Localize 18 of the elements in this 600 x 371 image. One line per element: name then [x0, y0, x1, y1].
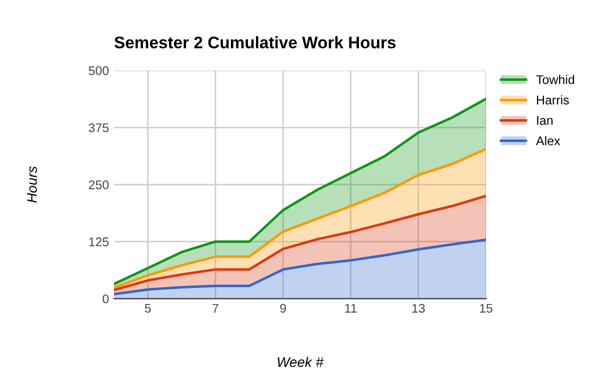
x-tick-label: 15: [480, 304, 492, 313]
y-tick-label: 375: [88, 123, 109, 132]
x-tick-label: 7: [212, 304, 218, 313]
legend-label: Harris: [536, 95, 569, 104]
chart-title: Semester 2 Cumulative Work Hours: [114, 36, 396, 48]
x-tick-label: 9: [280, 304, 286, 313]
y-tick-label: 0: [102, 294, 109, 304]
x-tick-label: 5: [144, 304, 151, 313]
x-axis-title: Week #: [278, 356, 324, 368]
legend-label: Alex: [536, 136, 560, 146]
y-tick-label: 500: [88, 66, 109, 76]
x-tick-label: 11: [345, 304, 357, 313]
y-tick-label: 125: [89, 237, 109, 246]
legend-label: Ian: [537, 116, 553, 125]
y-axis-title: Hours: [27, 166, 37, 203]
y-tick-label: 250: [88, 180, 109, 190]
x-tick-label: 13: [412, 304, 425, 313]
legend-label: Towhid: [536, 74, 574, 84]
